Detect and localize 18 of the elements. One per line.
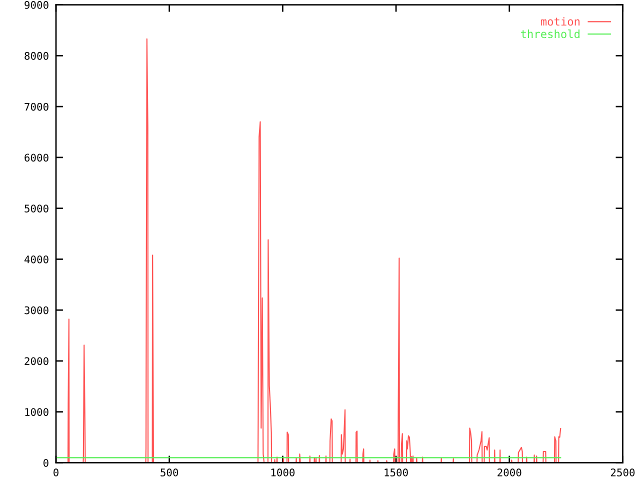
x-tick-label: 1000 <box>271 468 295 476</box>
y-tick-label: 2000 <box>24 357 48 366</box>
y-tick-label: 3000 <box>24 306 48 314</box>
x-tick-label: 0 <box>54 468 58 476</box>
y-tick-label: 8000 <box>24 52 48 60</box>
x-tick-label: 2500 <box>610 468 635 476</box>
y-tick-label: 1000 <box>25 408 48 416</box>
x-tick-label: 2000 <box>498 468 522 476</box>
y-tick-label: 9000 <box>24 1 48 9</box>
y-tick-label: 6000 <box>24 154 48 162</box>
legend-label: threshold <box>521 30 580 38</box>
y-tick-label: 0 <box>43 458 48 467</box>
y-tick-label: 7000 <box>24 102 48 111</box>
y-tick-label: 5000 <box>24 204 48 212</box>
x-tick-label: 1500 <box>384 468 408 476</box>
y-tick-label: 4000 <box>24 255 48 264</box>
x-tick-label: 500 <box>160 468 178 476</box>
legend-label: motion <box>540 17 580 26</box>
